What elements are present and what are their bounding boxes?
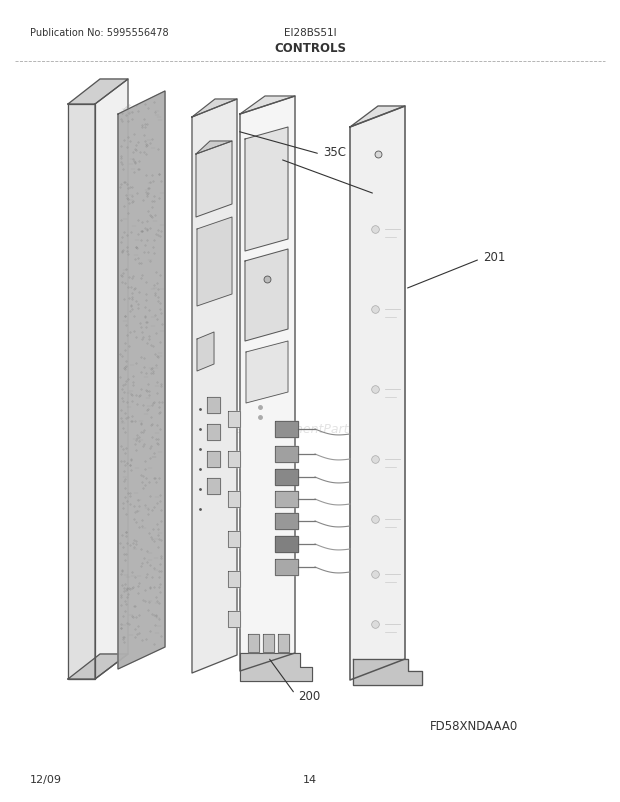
Polygon shape bbox=[263, 634, 274, 652]
Text: 205: 205 bbox=[378, 186, 401, 199]
Polygon shape bbox=[240, 97, 295, 115]
Polygon shape bbox=[197, 217, 232, 306]
Polygon shape bbox=[118, 92, 165, 669]
Polygon shape bbox=[353, 659, 422, 685]
Polygon shape bbox=[240, 653, 312, 681]
Text: CONTROLS: CONTROLS bbox=[274, 42, 346, 55]
Polygon shape bbox=[278, 634, 289, 652]
Polygon shape bbox=[275, 422, 298, 437]
Polygon shape bbox=[196, 142, 232, 155]
Polygon shape bbox=[246, 342, 288, 403]
Text: FD58XNDAAA0: FD58XNDAAA0 bbox=[430, 719, 518, 732]
Polygon shape bbox=[68, 654, 128, 679]
Polygon shape bbox=[275, 537, 298, 553]
Polygon shape bbox=[228, 532, 240, 547]
Text: 12/09: 12/09 bbox=[30, 774, 62, 784]
Polygon shape bbox=[207, 479, 220, 494]
Polygon shape bbox=[275, 447, 298, 463]
Polygon shape bbox=[192, 100, 237, 673]
Text: EI28BS51I: EI28BS51I bbox=[284, 28, 336, 38]
Text: eReplacementParts.com: eReplacementParts.com bbox=[234, 423, 386, 436]
Polygon shape bbox=[275, 469, 298, 485]
Polygon shape bbox=[197, 333, 214, 371]
Text: 14: 14 bbox=[303, 774, 317, 784]
Polygon shape bbox=[228, 411, 240, 427]
Polygon shape bbox=[275, 492, 298, 508]
Polygon shape bbox=[245, 128, 288, 252]
Polygon shape bbox=[228, 611, 240, 627]
Text: Publication No: 5995556478: Publication No: 5995556478 bbox=[30, 28, 169, 38]
Polygon shape bbox=[228, 452, 240, 468]
Polygon shape bbox=[275, 513, 298, 529]
Polygon shape bbox=[196, 142, 232, 217]
Polygon shape bbox=[207, 424, 220, 440]
Polygon shape bbox=[207, 398, 220, 414]
Polygon shape bbox=[245, 249, 288, 342]
Polygon shape bbox=[350, 107, 405, 680]
Text: 200: 200 bbox=[298, 690, 321, 703]
Polygon shape bbox=[207, 452, 220, 468]
Polygon shape bbox=[68, 105, 95, 679]
Polygon shape bbox=[275, 559, 298, 575]
Polygon shape bbox=[68, 80, 128, 105]
Polygon shape bbox=[240, 97, 295, 671]
Polygon shape bbox=[228, 571, 240, 587]
Text: 201: 201 bbox=[483, 251, 505, 264]
Polygon shape bbox=[248, 634, 259, 652]
Polygon shape bbox=[350, 107, 405, 128]
Polygon shape bbox=[228, 492, 240, 508]
Polygon shape bbox=[95, 80, 128, 679]
Polygon shape bbox=[192, 100, 237, 118]
Text: 35C: 35C bbox=[323, 145, 346, 158]
